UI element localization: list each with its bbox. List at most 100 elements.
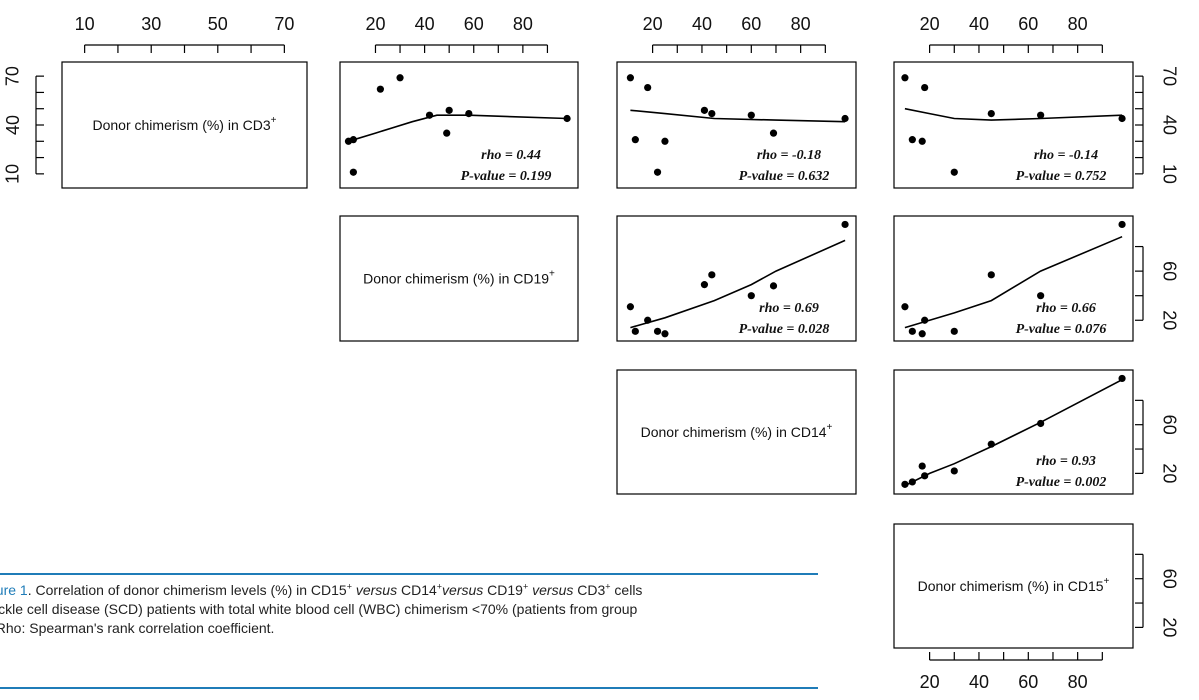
data-point [661, 330, 669, 338]
top-axis-tick-label: 40 [415, 14, 435, 34]
panel-frame [339, 61, 579, 189]
top-axis-tick-label: 60 [1018, 14, 1038, 34]
data-point [950, 168, 958, 176]
smoother-line [630, 239, 846, 329]
data-point [661, 137, 669, 145]
right-axis-tick-label: 20 [1159, 310, 1179, 330]
caption-text-2: CD14 [397, 582, 437, 598]
smoother-line [348, 114, 568, 143]
bottom-axis-tick-label: 20 [920, 672, 940, 692]
rho-label: rho = 0.93 [1036, 454, 1096, 469]
data-point [769, 129, 778, 137]
caption-sup-2: + [436, 581, 443, 592]
data-point [769, 282, 778, 290]
p-value-label: P-value = 0.076 [1016, 322, 1107, 337]
p-value-label: P-value = 0.199 [461, 169, 552, 184]
data-point [1037, 111, 1045, 119]
data-point [396, 74, 404, 82]
variable-label-superscript: + [549, 269, 555, 280]
top-axis-tick-label: 60 [741, 14, 761, 34]
data-point [950, 467, 958, 475]
data-point [425, 111, 434, 119]
data-point [700, 106, 709, 114]
data-point [987, 440, 995, 448]
data-point [653, 327, 662, 335]
caption-text-5: cells [610, 582, 643, 598]
right-axis-tick-label: 70 [1159, 66, 1179, 86]
top-axis-tick-label: 50 [208, 14, 228, 34]
variable-label-superscript: + [827, 422, 833, 433]
right-axis-tick-label: 60 [1159, 569, 1179, 589]
figure-caption: gure 1. Correlation of donor chimerism l… [0, 581, 820, 638]
top-axis-tick-label: 60 [464, 14, 484, 34]
data-point [1118, 374, 1126, 383]
data-point [747, 111, 755, 119]
data-point [918, 330, 926, 338]
data-point [443, 129, 451, 137]
caption-versus-3: versus [528, 582, 574, 598]
top-axis-tick-label: 30 [141, 14, 161, 34]
data-point [376, 85, 384, 93]
p-value-label: P-value = 0.002 [1016, 475, 1107, 490]
data-point [841, 114, 849, 123]
top-axis-tick-label: 20 [365, 14, 385, 34]
panel-frame [893, 369, 1134, 495]
p-value-label: P-value = 0.028 [739, 322, 830, 337]
data-point [921, 472, 929, 480]
caption-text-3: CD19 [483, 582, 523, 598]
smoother-line [904, 107, 1123, 121]
top-axis-tick-label: 10 [75, 14, 95, 34]
p-value-label: P-value = 0.632 [739, 169, 830, 184]
top-axis-tick-label: 70 [274, 14, 294, 34]
panel-frame [616, 61, 857, 189]
variable-label-text: Donor chimerism (%) in CD19 [363, 271, 549, 287]
data-point [708, 110, 716, 118]
rho-label: rho = 0.69 [759, 301, 819, 316]
data-point [1118, 114, 1126, 123]
data-point [563, 114, 571, 123]
variable-label-text: Donor chimerism (%) in CD3 [93, 117, 271, 133]
data-point [908, 136, 916, 144]
data-point [700, 281, 709, 289]
smoother-line [904, 378, 1123, 487]
data-point [918, 462, 926, 470]
top-axis-tick-label: 80 [1068, 14, 1088, 34]
top-axis-tick-label: 40 [692, 14, 712, 34]
left-axis-tick-label: 10 [3, 164, 23, 184]
right-axis-tick-label: 60 [1159, 415, 1179, 435]
caption-versus-2: versus [442, 582, 484, 598]
top-axis-tick-label: 40 [969, 14, 989, 34]
data-point [987, 110, 995, 118]
top-axis-tick-label: 20 [920, 14, 940, 34]
data-point [349, 136, 357, 144]
caption-figure-label: gure 1 [0, 582, 28, 598]
caption-sup-4: + [605, 581, 611, 592]
caption-text-4: CD3 [573, 582, 606, 598]
panel-frame [893, 215, 1134, 342]
caption-bottom-rule [0, 687, 818, 689]
caption-line-2: sickle cell disease (SCD) patients with … [0, 601, 638, 617]
right-axis-tick-label: 40 [1159, 115, 1179, 135]
data-point [950, 327, 958, 335]
top-axis-tick-label: 80 [791, 14, 811, 34]
panel-frame [616, 369, 857, 495]
top-axis-tick-label: 20 [643, 14, 663, 34]
left-axis-tick-label: 70 [3, 66, 23, 86]
rho-label: rho = 0.44 [481, 148, 541, 163]
variable-label-text: Donor chimerism (%) in CD15 [918, 578, 1104, 594]
data-point [445, 106, 453, 114]
caption-top-rule [0, 573, 818, 575]
data-point [1037, 419, 1045, 428]
rho-label: rho = 0.66 [1036, 301, 1096, 316]
data-point [918, 137, 926, 145]
right-axis-tick-label: 20 [1159, 617, 1179, 637]
variable-label-cd14: Donor chimerism (%) in CD14+ [641, 422, 833, 440]
top-axis-tick-label: 80 [513, 14, 533, 34]
panel-frame [893, 61, 1134, 189]
data-point [901, 480, 909, 488]
caption-text-1: . Correlation of donor chimerism levels … [27, 582, 347, 598]
bottom-axis-tick-label: 80 [1068, 672, 1088, 692]
bottom-axis-tick-label: 60 [1018, 672, 1038, 692]
right-axis-tick-label: 10 [1159, 164, 1179, 184]
data-point [631, 136, 639, 144]
